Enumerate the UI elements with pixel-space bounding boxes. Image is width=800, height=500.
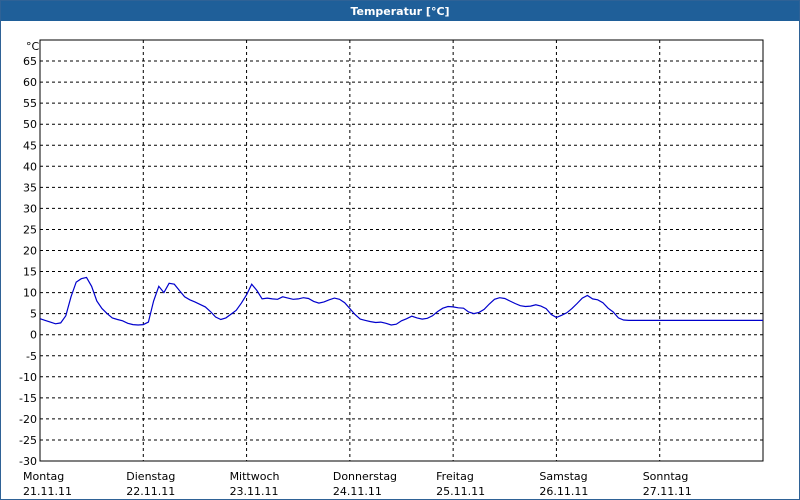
x-tick-date: 23.11.11 <box>230 485 279 498</box>
y-tick-label: 15 <box>23 266 37 279</box>
x-tick-day: Mittwoch <box>230 470 280 483</box>
x-tick-date: 24.11.11 <box>333 485 382 498</box>
y-tick-label: 30 <box>23 202 37 215</box>
y-tick-label: 0 <box>30 329 37 342</box>
y-tick-label: 35 <box>23 181 37 194</box>
x-tick-date: 25.11.11 <box>436 485 485 498</box>
y-tick-label: 20 <box>23 245 37 258</box>
y-tick-label: -5 <box>26 350 37 363</box>
x-tick-date: 26.11.11 <box>539 485 588 498</box>
y-tick-label: 55 <box>23 97 37 110</box>
x-tick-day: Dienstag <box>126 470 175 483</box>
y-tick-label: 65 <box>23 55 37 68</box>
y-axis-unit: °C <box>26 40 40 53</box>
y-tick-label: 25 <box>23 223 37 236</box>
temperature-series-line <box>39 276 763 326</box>
y-tick-label: 45 <box>23 139 37 152</box>
y-tick-label: -30 <box>19 455 37 468</box>
x-tick-date: 21.11.11 <box>23 485 72 498</box>
y-tick-label: 5 <box>30 308 37 321</box>
x-tick-day: Donnerstag <box>333 470 397 483</box>
x-tick-day: Freitag <box>436 470 474 483</box>
y-tick-label: -25 <box>19 434 37 447</box>
x-tick-day: Sonntag <box>643 470 689 483</box>
y-tick-label: 10 <box>23 287 37 300</box>
y-tick-label: 50 <box>23 118 37 131</box>
y-tick-label: -20 <box>19 413 37 426</box>
y-tick-label: -10 <box>19 371 37 384</box>
y-tick-label: 40 <box>23 160 37 173</box>
x-tick-day: Samstag <box>539 470 587 483</box>
y-tick-label: -15 <box>19 392 37 405</box>
x-tick-date: 22.11.11 <box>126 485 175 498</box>
chart-title: Temperatur [°C] <box>1 1 799 21</box>
x-tick-day: Montag <box>23 470 64 483</box>
x-tick-date: 27.11.11 <box>643 485 692 498</box>
y-tick-label: 60 <box>23 76 37 89</box>
